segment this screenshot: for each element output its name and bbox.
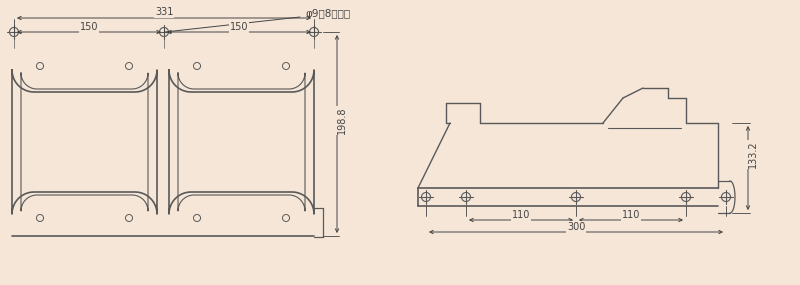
Text: 133.2: 133.2 [748,141,758,168]
Text: 300: 300 [567,222,585,232]
Text: φ9（8ケ所）: φ9（8ケ所） [305,9,350,19]
Text: 150: 150 [230,22,248,32]
Text: 198.8: 198.8 [337,107,347,134]
Text: 331: 331 [155,7,173,17]
Text: 150: 150 [80,22,98,32]
Text: 110: 110 [512,210,530,220]
Text: 110: 110 [622,210,640,220]
